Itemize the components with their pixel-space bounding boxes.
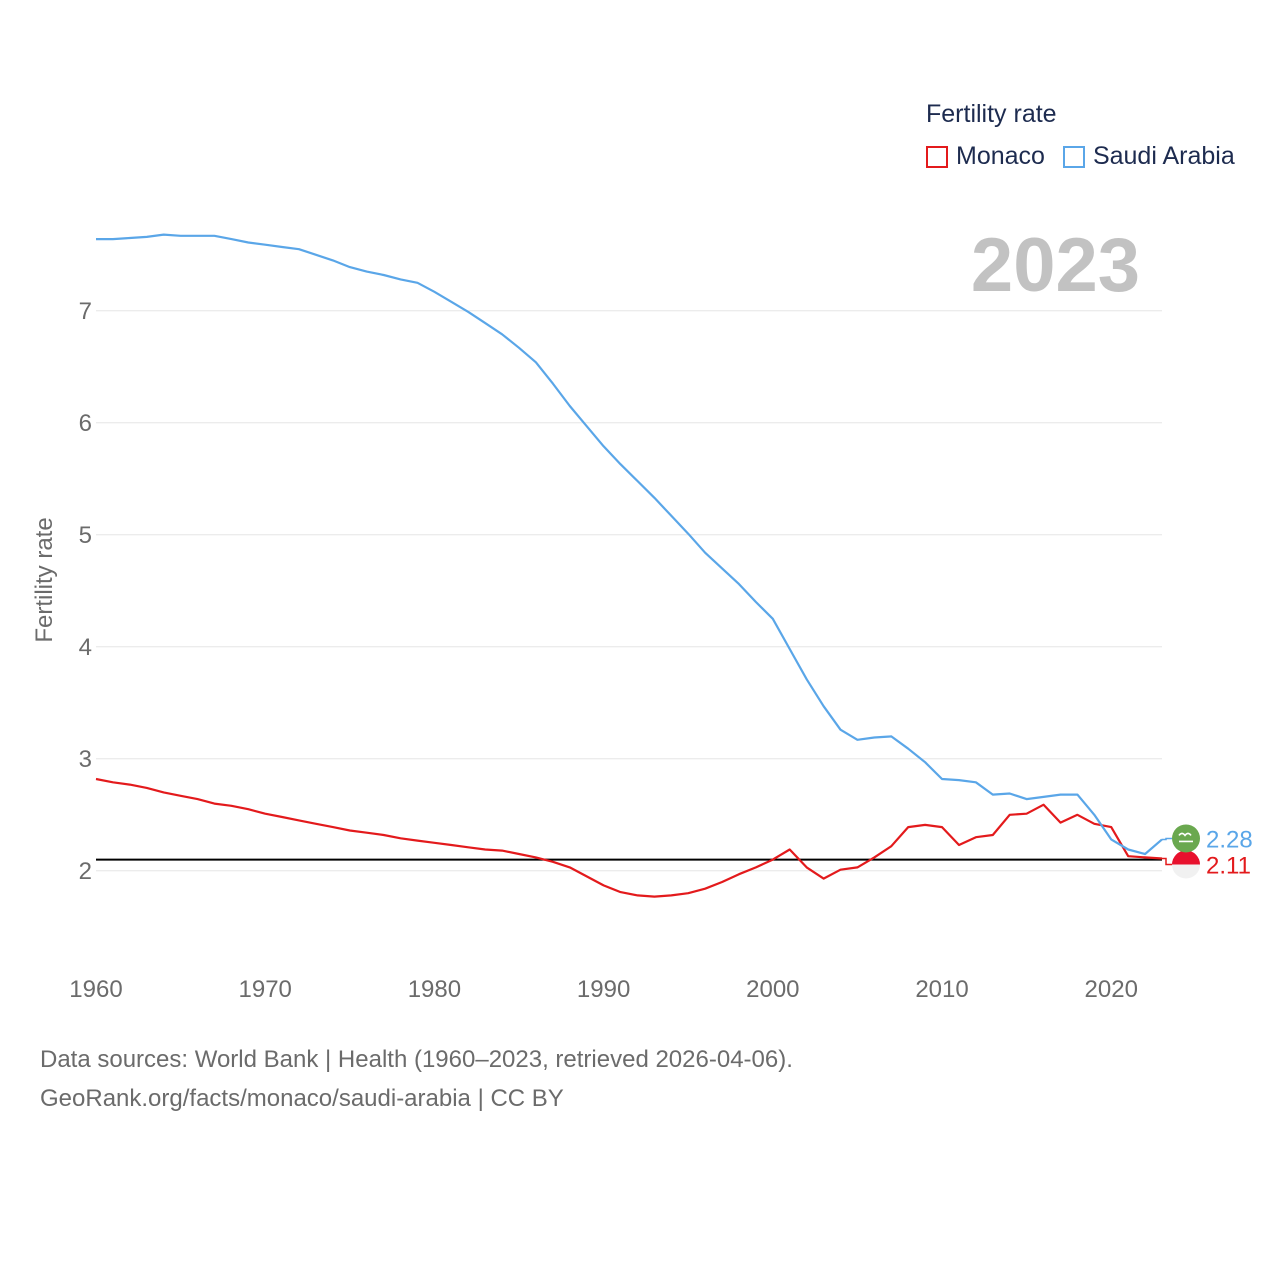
x-tick-1970: 1970 xyxy=(239,976,292,1003)
footer-link[interactable]: GeoRank.org/facts/monaco/saudi-arabia | … xyxy=(40,1085,564,1112)
y-tick-2: 2 xyxy=(79,858,92,885)
y-tick-3: 3 xyxy=(79,746,92,773)
legend-label-monaco: Monaco xyxy=(956,142,1045,170)
series-line-saudi-arabia xyxy=(96,233,1163,856)
y-tick-5: 5 xyxy=(79,522,92,549)
end-connector-saudi-arabia xyxy=(1162,837,1172,841)
monaco-flag-red-half xyxy=(1172,850,1200,865)
end-label-monaco: 2.11 xyxy=(1206,852,1251,879)
saudi-arabia-flag-emblem xyxy=(1178,832,1193,843)
x-tick-1960: 1960 xyxy=(69,976,122,1003)
saudi-arabia-flag-icon xyxy=(1172,824,1200,853)
y-axis-label: Fertility rate xyxy=(31,517,58,642)
legend: Monaco Saudi Arabia xyxy=(926,142,1253,171)
y-tick-7: 7 xyxy=(79,298,92,325)
series-line-monaco xyxy=(95,777,1163,898)
legend-label-saudi-arabia: Saudi Arabia xyxy=(1092,142,1235,170)
series-lines xyxy=(95,233,1163,898)
end-connector-monaco xyxy=(1162,857,1172,866)
legend-item-monaco[interactable]: Monaco xyxy=(926,142,1045,171)
x-tick-2020: 2020 xyxy=(1085,976,1138,1003)
legend-swatch-saudi-arabia xyxy=(1062,145,1085,168)
x-tick-2010: 2010 xyxy=(915,976,968,1003)
x-tick-1990: 1990 xyxy=(577,976,630,1003)
end-label-saudi-arabia: 2.28 xyxy=(1206,826,1253,853)
x-tick-1980: 1980 xyxy=(408,976,461,1003)
y-tick-labels: 2 3 4 5 6 7 xyxy=(79,298,92,885)
series-end-labels: 2.112.28 xyxy=(1162,824,1253,879)
y-tick-6: 6 xyxy=(79,410,92,437)
legend-swatch-monaco xyxy=(926,145,948,168)
x-tick-2000: 2000 xyxy=(746,976,799,1003)
year-label: 2023 xyxy=(970,223,1140,308)
legend-title: Fertility rate xyxy=(926,100,1057,128)
x-tick-labels: 1960 1970 1980 1990 2000 2010 2020 xyxy=(69,976,1138,1003)
legend-item-saudi-arabia[interactable]: Saudi Arabia xyxy=(1062,142,1235,171)
grid-lines xyxy=(96,310,1162,872)
y-tick-4: 4 xyxy=(79,634,92,661)
footer-sources: Data sources: World Bank | Health (1960–… xyxy=(40,1046,793,1073)
